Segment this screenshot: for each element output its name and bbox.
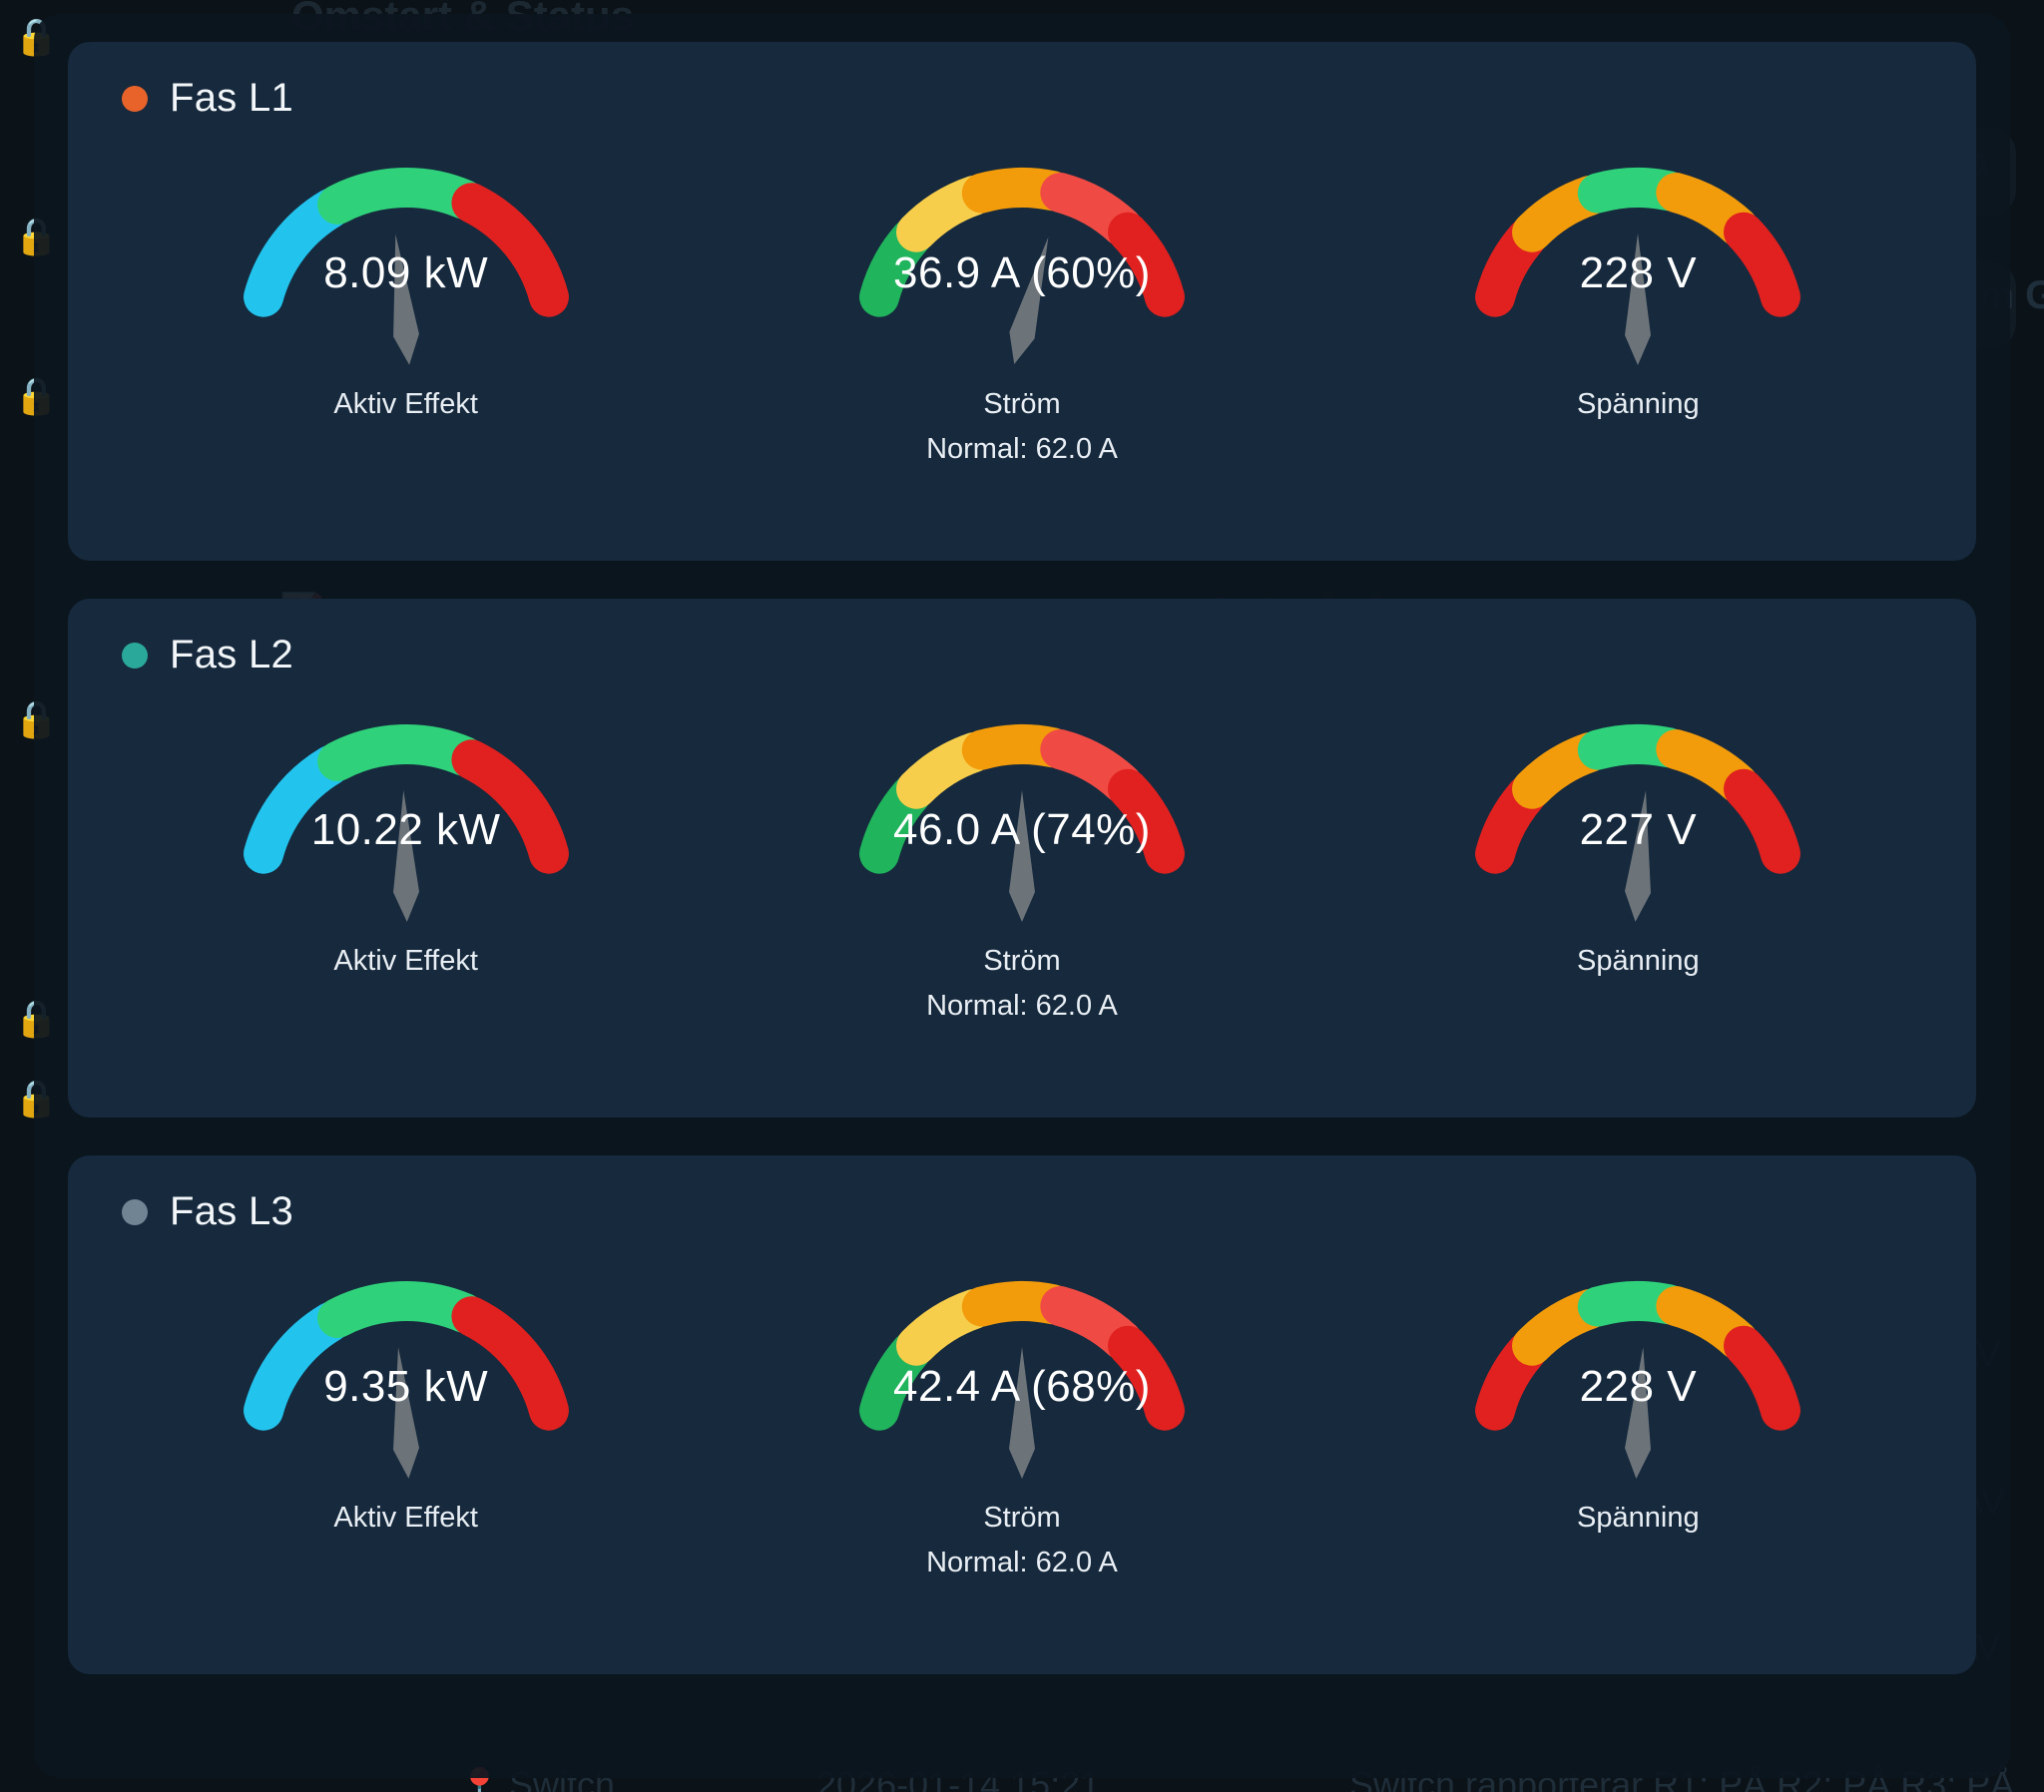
- gauge-label: Spänning: [1577, 945, 1700, 977]
- phase-card-l2: Fas L2 10.22 kW Aktiv Effekt 46.0 A (74%) St…: [68, 599, 1976, 1118]
- phase-card-l3: Fas L3 9.35 kW Aktiv Effekt 42.4 A (68%) Str…: [68, 1155, 1976, 1674]
- gauge-segment-high: [451, 183, 569, 317]
- phase-header: Fas L2: [122, 633, 1946, 677]
- gauge-needle: [392, 1347, 419, 1479]
- gauge-value-text: 9.35 kW: [323, 1362, 489, 1411]
- gauge-dial: 42.4 A (68%): [807, 1244, 1237, 1484]
- gauge-segment-over: [1724, 1325, 1801, 1431]
- gauge-needle: [1008, 1347, 1035, 1479]
- gauge-needle: [1625, 790, 1652, 922]
- gauge-dial: 228 V: [1423, 1244, 1852, 1484]
- gauge-dial: 9.35 kW: [192, 1244, 621, 1484]
- gauge-needle: [392, 790, 419, 922]
- gauge-voltage: 228 V Spänning: [1358, 131, 1917, 421]
- gauge-segment-normal: [316, 1281, 485, 1339]
- phase-name-label: Fas L1: [170, 76, 294, 120]
- phase-status-dot-icon: [122, 85, 148, 112]
- gauge-row: 9.35 kW Aktiv Effekt 42.4 A (68%) Ström Norm…: [98, 1244, 1946, 1579]
- phase-header: Fas L1: [122, 76, 1946, 121]
- gauge-value-text: 10.22 kW: [310, 805, 501, 854]
- phase-status-dot-icon: [122, 1198, 148, 1225]
- gauge-label: Ström: [983, 1502, 1061, 1534]
- gauge-segment-over: [1724, 212, 1801, 317]
- gauge-voltage: 228 V Spänning: [1358, 1244, 1917, 1535]
- phase-card-l1: Fas L1 8.09 kW Aktiv Effekt 36.9 A (60%) Str…: [68, 42, 1976, 561]
- gauge-dial: 36.9 A (60%): [807, 131, 1237, 370]
- gauge-value-text: 8.09 kW: [323, 248, 489, 297]
- gauge-value-text: 46.0 A (74%): [893, 805, 1151, 854]
- gauge-value-text: 227 V: [1579, 805, 1698, 854]
- gauge-dial: 8.09 kW: [192, 131, 621, 370]
- gauge-dial: 228 V: [1423, 131, 1852, 370]
- gauge-label: Spänning: [1577, 388, 1700, 420]
- gauge-value-text: 228 V: [1579, 248, 1698, 297]
- phase-gauges-modal: Fas L1 8.09 kW Aktiv Effekt 36.9 A (60%) Str…: [34, 14, 2010, 1778]
- gauge-needle: [1008, 790, 1035, 922]
- gauge-dial: 227 V: [1423, 687, 1852, 927]
- gauge-segment-critical: [1107, 1325, 1185, 1431]
- gauge-sublabel: Normal: 62.0 A: [926, 433, 1118, 465]
- gauge-power: 9.35 kW Aktiv Effekt: [127, 1244, 686, 1535]
- gauge-row: 8.09 kW Aktiv Effekt 36.9 A (60%) Ström Norm…: [98, 131, 1946, 466]
- gauge-current: 36.9 A (60%) Ström Normal: 62.0 A: [743, 131, 1301, 466]
- gauge-label: Aktiv Effekt: [333, 388, 478, 420]
- gauge-value-text: 42.4 A (68%): [893, 1362, 1151, 1411]
- phase-status-dot-icon: [122, 642, 148, 669]
- gauge-segment-high: [451, 1296, 569, 1431]
- gauge-value-text: 36.9 A (60%): [893, 248, 1151, 297]
- gauge-segment-low: [243, 744, 350, 874]
- gauge-segment-normal: [316, 724, 485, 782]
- gauge-label: Ström: [983, 945, 1061, 977]
- gauge-label: Ström: [983, 388, 1061, 420]
- gauge-segment-normal: [316, 168, 485, 225]
- gauge-dial: 46.0 A (74%): [807, 687, 1237, 927]
- gauge-segment-critical: [1107, 768, 1185, 874]
- gauge-power: 8.09 kW Aktiv Effekt: [127, 131, 686, 421]
- gauge-segment-critical: [1107, 212, 1185, 317]
- gauge-segment-low: [243, 1301, 350, 1431]
- gauge-needle: [1625, 1347, 1652, 1479]
- phase-name-label: Fas L2: [170, 633, 294, 676]
- gauge-row: 10.22 kW Aktiv Effekt 46.0 A (74%) Ström Nor…: [98, 687, 1946, 1023]
- gauge-dial: 10.22 kW: [192, 687, 621, 927]
- gauge-label: Aktiv Effekt: [333, 1502, 478, 1534]
- gauge-value-text: 228 V: [1579, 1362, 1698, 1411]
- phase-name-label: Fas L3: [170, 1189, 294, 1233]
- gauge-sublabel: Normal: 62.0 A: [926, 990, 1118, 1022]
- gauge-segment-low: [243, 188, 350, 317]
- gauge-needle: [1625, 233, 1652, 365]
- gauge-power: 10.22 kW Aktiv Effekt: [127, 687, 686, 978]
- gauge-voltage: 227 V Spänning: [1358, 687, 1917, 978]
- gauge-current: 46.0 A (74%) Ström Normal: 62.0 A: [743, 687, 1301, 1023]
- gauge-segment-over: [1724, 768, 1801, 874]
- gauge-label: Spänning: [1577, 1502, 1700, 1534]
- gauge-current: 42.4 A (68%) Ström Normal: 62.0 A: [743, 1244, 1301, 1579]
- gauge-needle: [392, 233, 419, 365]
- gauge-segment-high: [451, 739, 569, 874]
- gauge-needle: [1009, 236, 1049, 364]
- gauge-sublabel: Normal: 62.0 A: [926, 1547, 1118, 1578]
- gauge-label: Aktiv Effekt: [333, 945, 478, 977]
- phase-header: Fas L3: [122, 1189, 1946, 1234]
